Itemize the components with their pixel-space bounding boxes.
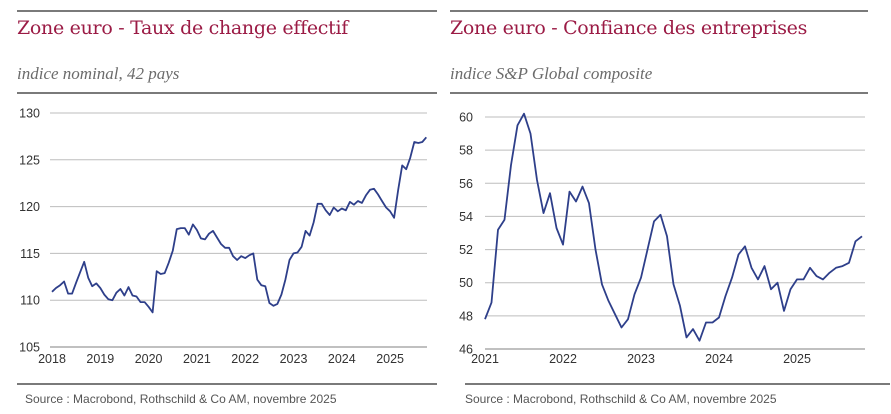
x-tick-label: 2022 xyxy=(231,352,259,366)
series-line xyxy=(51,136,427,314)
x-tick-label: 2025 xyxy=(376,352,404,366)
x-tick-label: 2019 xyxy=(86,352,114,366)
x-tick-label: 2022 xyxy=(549,352,577,366)
x-tick-label: 2023 xyxy=(627,352,655,366)
y-tick-label: 58 xyxy=(459,144,473,158)
y-tick-label: 52 xyxy=(459,243,473,257)
x-tick-label: 2018 xyxy=(38,352,66,366)
x-tick-label: 2024 xyxy=(705,352,733,366)
y-tick-label: 54 xyxy=(459,210,473,224)
source-note-right: Source : Macrobond, Rothschild & Co AM, … xyxy=(465,392,777,406)
source-note-left: Source : Macrobond, Rothschild & Co AM, … xyxy=(25,392,337,406)
y-tick-label: 50 xyxy=(459,276,473,290)
y-tick-label: 115 xyxy=(20,247,40,261)
y-tick-label: 60 xyxy=(459,111,473,125)
x-tick-label: 2021 xyxy=(183,352,211,366)
y-tick-label: 120 xyxy=(19,200,40,214)
footer-rule-left xyxy=(17,383,437,385)
x-tick-label: 2023 xyxy=(280,352,308,366)
series-line xyxy=(484,112,863,342)
header-rule-right xyxy=(450,92,868,94)
y-tick-label: 105 xyxy=(19,341,40,355)
top-rule-left xyxy=(17,10,437,12)
y-tick-label: 48 xyxy=(459,309,473,323)
x-tick-label: 2024 xyxy=(328,352,356,366)
y-tick-label: 130 xyxy=(19,107,40,121)
chart-subtitle-right: indice S&P Global composite xyxy=(450,64,653,83)
chart-subtitle-left: indice nominal, 42 pays xyxy=(17,64,180,83)
y-tick-label: 110 xyxy=(20,294,40,308)
footer-rule-right xyxy=(465,383,890,385)
y-tick-label: 125 xyxy=(19,153,40,167)
x-tick-label: 2025 xyxy=(783,352,811,366)
y-tick-label: 46 xyxy=(459,343,473,357)
x-tick-label: 2021 xyxy=(471,352,499,366)
x-tick-label: 2020 xyxy=(135,352,163,366)
chart-title-right: Zone euro - Confiance des entreprises xyxy=(450,17,808,39)
header-rule-left xyxy=(17,92,437,94)
y-tick-label: 56 xyxy=(459,177,473,191)
top-rule-right xyxy=(450,10,868,12)
chart-title-left: Zone euro - Taux de change effectif xyxy=(17,17,348,39)
